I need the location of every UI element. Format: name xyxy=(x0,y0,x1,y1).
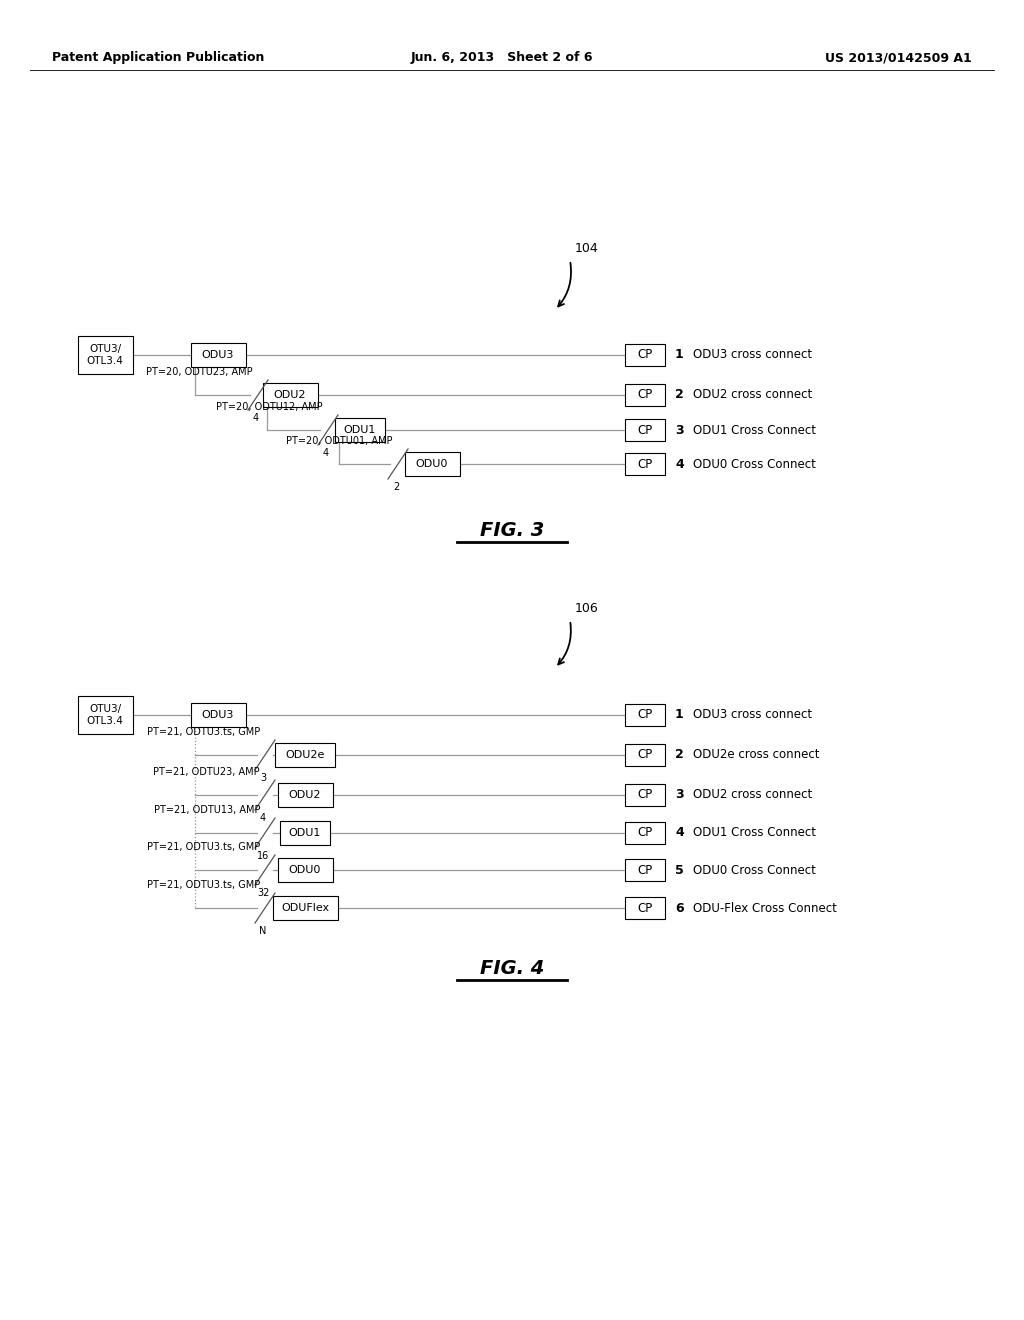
Bar xyxy=(625,898,665,919)
Text: CP: CP xyxy=(637,709,652,722)
Bar xyxy=(335,418,385,442)
Text: ODU-Flex Cross Connect: ODU-Flex Cross Connect xyxy=(693,902,837,915)
Text: ODU2 cross connect: ODU2 cross connect xyxy=(693,788,812,801)
Text: CP: CP xyxy=(637,424,652,437)
Text: CP: CP xyxy=(637,863,652,876)
Text: Patent Application Publication: Patent Application Publication xyxy=(52,51,264,65)
Text: 4: 4 xyxy=(253,413,259,422)
Text: PT=21, ODTU3.ts, GMP: PT=21, ODTU3.ts, GMP xyxy=(146,842,260,851)
Text: 1: 1 xyxy=(675,709,684,722)
Text: OTU3/
OTL3.4: OTU3/ OTL3.4 xyxy=(87,345,124,366)
Text: US 2013/0142509 A1: US 2013/0142509 A1 xyxy=(825,51,972,65)
Text: ODU2: ODU2 xyxy=(273,389,306,400)
Text: CP: CP xyxy=(637,388,652,401)
Text: 4: 4 xyxy=(675,458,684,470)
Text: ODU1: ODU1 xyxy=(289,828,322,838)
Text: ODUFlex: ODUFlex xyxy=(281,903,329,913)
Text: CP: CP xyxy=(637,348,652,362)
Text: ODU1 Cross Connect: ODU1 Cross Connect xyxy=(693,826,816,840)
Text: 2: 2 xyxy=(393,482,399,492)
Text: 104: 104 xyxy=(575,242,599,255)
Text: PT=20, ODTU01, AMP: PT=20, ODTU01, AMP xyxy=(287,436,393,446)
Text: CP: CP xyxy=(637,788,652,801)
Bar xyxy=(280,821,330,845)
Text: N: N xyxy=(259,927,266,936)
Text: PT=21, ODTU3.ts, GMP: PT=21, ODTU3.ts, GMP xyxy=(146,880,260,890)
Text: PT=21, ODTU3.ts, GMP: PT=21, ODTU3.ts, GMP xyxy=(146,727,260,737)
Text: PT=20, ODTU23, AMP: PT=20, ODTU23, AMP xyxy=(146,367,253,378)
Text: 2: 2 xyxy=(675,388,684,401)
Text: ODU2 cross connect: ODU2 cross connect xyxy=(693,388,812,401)
Text: PT=20, ODTU12, AMP: PT=20, ODTU12, AMP xyxy=(216,403,323,412)
Text: FIG. 3: FIG. 3 xyxy=(480,520,544,540)
Bar xyxy=(625,704,665,726)
Text: 2: 2 xyxy=(675,748,684,762)
Text: CP: CP xyxy=(637,902,652,915)
Text: 6: 6 xyxy=(675,902,684,915)
Bar xyxy=(625,784,665,807)
Text: ODU3 cross connect: ODU3 cross connect xyxy=(693,348,812,362)
Bar xyxy=(625,859,665,880)
Bar xyxy=(278,858,333,882)
Bar xyxy=(190,704,246,727)
Text: ODU1 Cross Connect: ODU1 Cross Connect xyxy=(693,424,816,437)
Text: 4: 4 xyxy=(260,813,266,822)
Text: CP: CP xyxy=(637,458,652,470)
Text: Jun. 6, 2013   Sheet 2 of 6: Jun. 6, 2013 Sheet 2 of 6 xyxy=(411,51,593,65)
Bar xyxy=(262,383,317,407)
Text: 1: 1 xyxy=(675,348,684,362)
Bar xyxy=(625,822,665,843)
Bar xyxy=(404,451,460,477)
Text: PT=21, ODTU23, AMP: PT=21, ODTU23, AMP xyxy=(154,767,260,777)
Bar xyxy=(625,744,665,766)
Text: ODU0 Cross Connect: ODU0 Cross Connect xyxy=(693,863,816,876)
Text: ODU3: ODU3 xyxy=(202,350,234,360)
Text: FIG. 4: FIG. 4 xyxy=(480,958,544,978)
Bar xyxy=(625,384,665,407)
Bar xyxy=(625,345,665,366)
Text: 16: 16 xyxy=(257,851,269,861)
Text: ODU1: ODU1 xyxy=(344,425,376,436)
Text: ODU0 Cross Connect: ODU0 Cross Connect xyxy=(693,458,816,470)
Text: CP: CP xyxy=(637,826,652,840)
Text: ODU2: ODU2 xyxy=(289,789,322,800)
Text: ODU0: ODU0 xyxy=(416,459,449,469)
Text: OTU3/
OTL3.4: OTU3/ OTL3.4 xyxy=(87,704,124,726)
Text: ODU3: ODU3 xyxy=(202,710,234,719)
Text: CP: CP xyxy=(637,748,652,762)
Text: ODU2e: ODU2e xyxy=(286,750,325,760)
Text: 3: 3 xyxy=(675,424,684,437)
Text: ODU2e cross connect: ODU2e cross connect xyxy=(693,748,819,762)
Bar xyxy=(625,453,665,475)
Text: 5: 5 xyxy=(675,863,684,876)
Bar xyxy=(278,783,333,807)
Text: 4: 4 xyxy=(323,447,329,458)
Text: 106: 106 xyxy=(575,602,599,615)
Bar xyxy=(190,343,246,367)
Bar xyxy=(275,743,335,767)
Text: 3: 3 xyxy=(260,774,266,783)
Text: PT=21, ODTU13, AMP: PT=21, ODTU13, AMP xyxy=(154,805,260,814)
Text: 4: 4 xyxy=(675,826,684,840)
Text: 3: 3 xyxy=(675,788,684,801)
Bar xyxy=(272,896,338,920)
Text: 32: 32 xyxy=(257,888,269,898)
Text: ODU0: ODU0 xyxy=(289,865,322,875)
Bar xyxy=(78,337,132,374)
Bar xyxy=(78,696,132,734)
Bar xyxy=(625,418,665,441)
Text: ODU3 cross connect: ODU3 cross connect xyxy=(693,709,812,722)
